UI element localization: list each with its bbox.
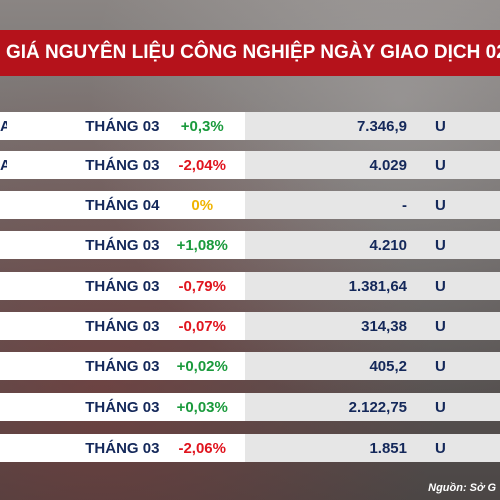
change-percent: +0,3% (180, 117, 224, 135)
row-left-cell: A THÁNG 03 +0,3% (0, 112, 245, 140)
price-value: 1.381,64 (348, 277, 407, 295)
row-left-cell: THÁNG 03 +1,08% (0, 231, 245, 259)
table-row: THÁNG 03 +1,08% 4.210 U (0, 231, 500, 259)
row-left-cell: THÁNG 03 +0,03% (0, 393, 245, 421)
change-percent: 0% (191, 196, 214, 214)
table-row: THÁNG 03 -0,07% 314,38 U (0, 312, 500, 340)
row-left-cell: A THÁNG 03 -2,04% (0, 151, 245, 179)
price-value: 405,2 (369, 357, 407, 375)
row-right-cell: 405,2 U (245, 352, 500, 380)
unit-label: U (435, 236, 446, 254)
row-left-cell: THÁNG 03 -0,79% (0, 272, 245, 300)
price-value: 7.346,9 (356, 117, 407, 135)
row-right-cell: 4.210 U (245, 231, 500, 259)
contract-month: THÁNG 03 (85, 117, 160, 135)
table-row: THÁNG 04 0% - U (0, 191, 500, 219)
row-right-cell: 7.346,9 U (245, 112, 500, 140)
contract-month: THÁNG 03 (85, 357, 160, 375)
row-left-cell: THÁNG 03 +0,02% (0, 352, 245, 380)
row-right-cell: 314,38 U (245, 312, 500, 340)
table-row: A THÁNG 03 -2,04% 4.029 U (0, 151, 500, 179)
change-percent: -2,04% (178, 156, 226, 174)
table-row: THÁNG 03 -2,06% 1.851 U (0, 434, 500, 462)
change-percent: -0,07% (178, 317, 226, 335)
contract-month: THÁNG 03 (85, 439, 160, 457)
unit-label: U (435, 117, 446, 135)
unit-label: U (435, 439, 446, 457)
page-title: GIÁ NGUYÊN LIỆU CÔNG NGHIỆP NGÀY GIAO DỊ… (6, 42, 500, 63)
table-row: THÁNG 03 +0,02% 405,2 U (0, 352, 500, 380)
row-left-cell: THÁNG 03 -0,07% (0, 312, 245, 340)
unit-label: U (435, 357, 446, 375)
table-row: THÁNG 03 -0,79% 1.381,64 U (0, 272, 500, 300)
change-percent: +0,02% (176, 357, 228, 375)
table-row: A THÁNG 03 +0,3% 7.346,9 U (0, 112, 500, 140)
contract-month: THÁNG 04 (85, 196, 160, 214)
unit-label: U (435, 398, 446, 416)
price-value: 314,38 (361, 317, 407, 335)
row-right-cell: 1.381,64 U (245, 272, 500, 300)
row-right-cell: 4.029 U (245, 151, 500, 179)
contract-month: THÁNG 03 (85, 277, 160, 295)
row-right-cell: 1.851 U (245, 434, 500, 462)
row-right-cell: 2.122,75 U (245, 393, 500, 421)
price-value: 4.029 (369, 156, 407, 174)
unit-label: U (435, 156, 446, 174)
row-right-cell: -U (245, 191, 500, 219)
table-row: THÁNG 03 +0,03% 2.122,75 U (0, 393, 500, 421)
unit-label: U (435, 317, 446, 335)
unit-label: U (435, 277, 446, 295)
price-value: - (402, 196, 407, 214)
change-percent: -2,06% (178, 439, 226, 457)
source-note: Nguồn: Sở G (428, 482, 496, 494)
price-value: 1.851 (369, 439, 407, 457)
price-value: 2.122,75 (348, 398, 407, 416)
change-percent: +1,08% (176, 236, 228, 254)
change-percent: +0,03% (176, 398, 228, 416)
row-left-cell: THÁNG 03 -2,06% (0, 434, 245, 462)
contract-month: THÁNG 03 (85, 398, 160, 416)
unit-label: U (435, 196, 446, 214)
contract-month: THÁNG 03 (85, 156, 160, 174)
contract-month: THÁNG 03 (85, 317, 160, 335)
price-value: 4.210 (369, 236, 407, 254)
row-left-cell: THÁNG 04 0% (0, 191, 245, 219)
title-banner: GIÁ NGUYÊN LIỆU CÔNG NGHIỆP NGÀY GIAO DỊ… (0, 30, 500, 76)
commodity-name: A (0, 117, 8, 135)
contract-month: THÁNG 03 (85, 236, 160, 254)
commodity-name: A (0, 156, 8, 174)
change-percent: -0,79% (178, 277, 226, 295)
